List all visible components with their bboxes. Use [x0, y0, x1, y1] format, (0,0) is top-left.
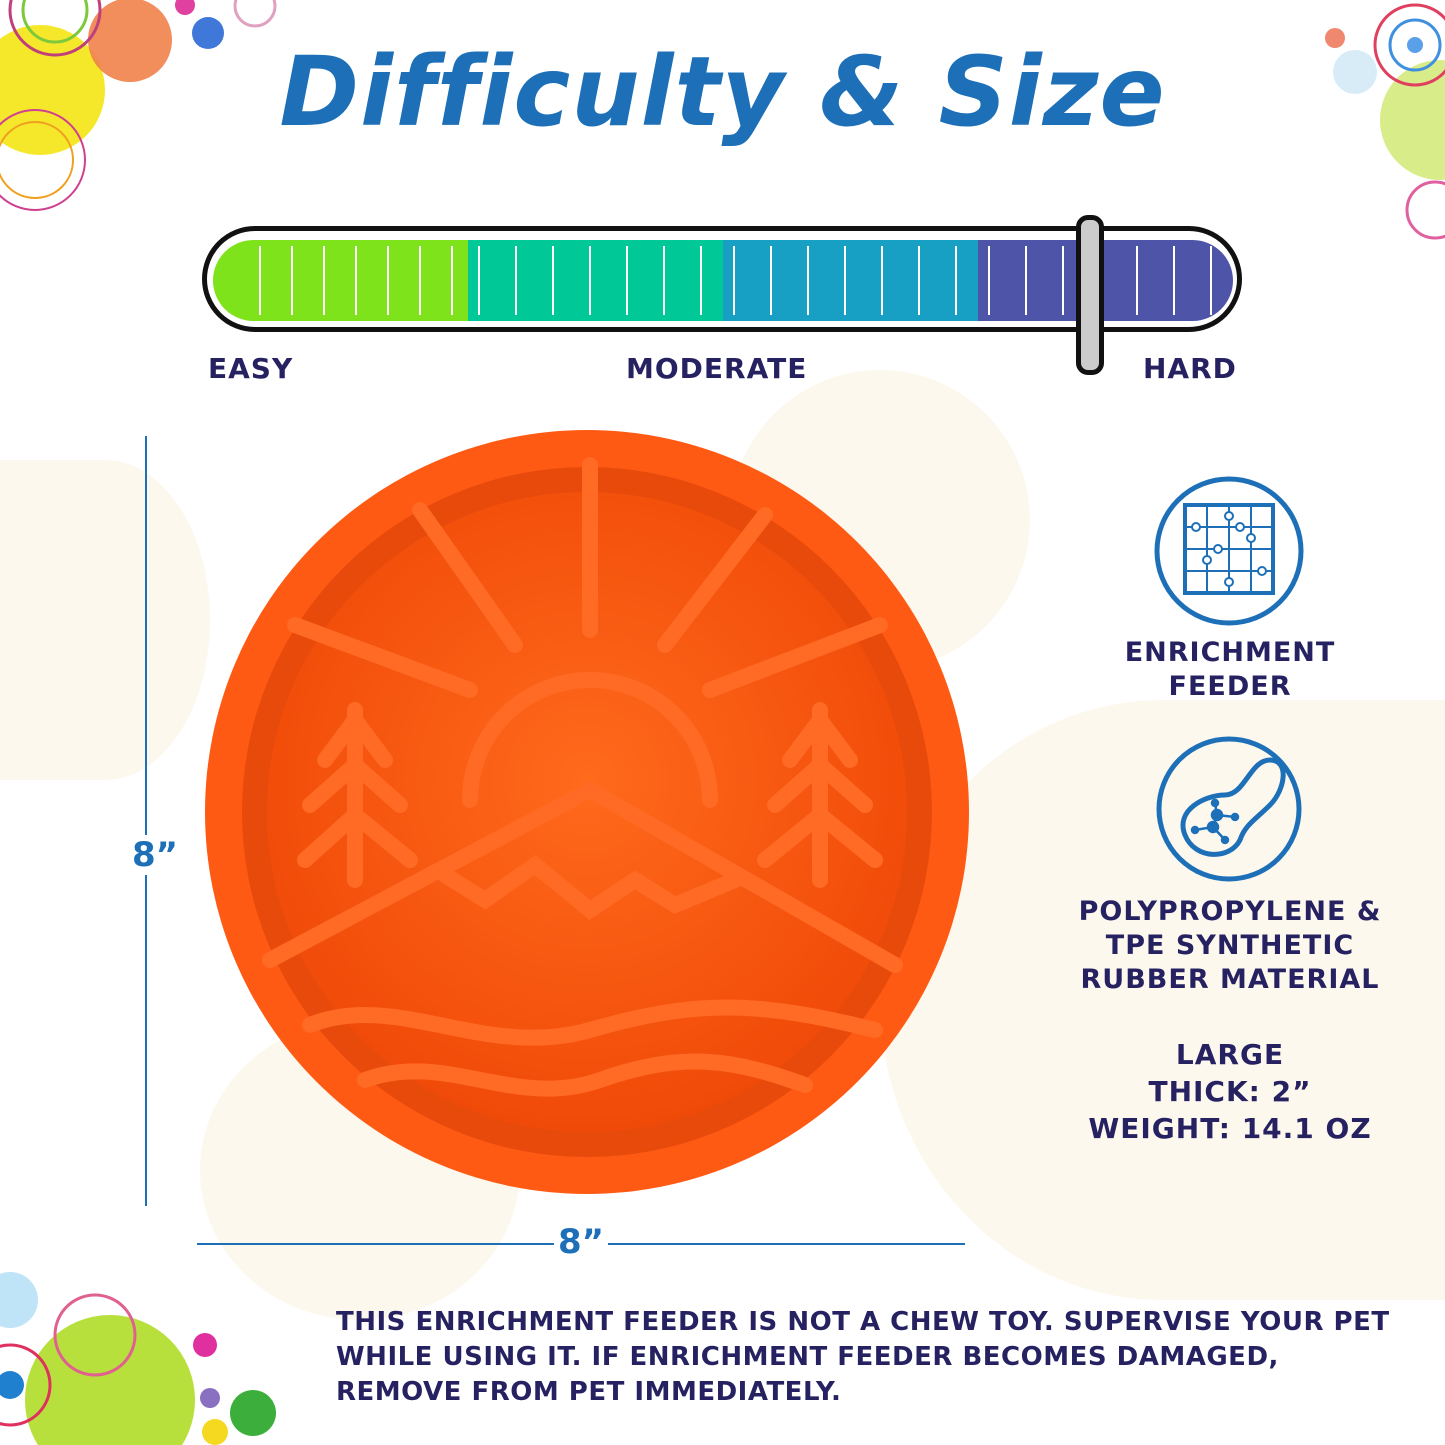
difficulty-tick [478, 246, 480, 315]
difficulty-tick [355, 246, 357, 315]
spec-size: LARGE [1175, 1038, 1285, 1071]
feature-text-line: RUBBER MATERIAL [1080, 964, 1380, 995]
difficulty-tick [323, 246, 325, 315]
page-title: Difficulty & Size [279, 36, 1166, 148]
difficulty-tick [881, 246, 883, 315]
difficulty-tick [807, 246, 809, 315]
difficulty-segment [978, 240, 1233, 321]
difficulty-tick [663, 246, 665, 315]
difficulty-bar [213, 240, 1233, 321]
feature-enrichment-feeder: ENRICHMENT FEEDER [1060, 636, 1400, 704]
difficulty-tick [1210, 246, 1212, 315]
height-dimension-line [145, 436, 147, 1206]
difficulty-label-easy: EASY [208, 352, 294, 385]
difficulty-tick [451, 246, 453, 315]
difficulty-tick [1025, 246, 1027, 315]
width-dimension-label: 8” [554, 1222, 609, 1262]
difficulty-tick [1062, 246, 1064, 315]
difficulty-segment [213, 240, 468, 321]
size-specs: LARGE THICK: 2” WEIGHT: 14.1 OZ [1060, 1036, 1400, 1147]
difficulty-tick [988, 246, 990, 315]
difficulty-tick [700, 246, 702, 315]
difficulty-label-moderate: MODERATE [626, 352, 808, 385]
difficulty-tick [291, 246, 293, 315]
spec-weight: WEIGHT: 14.1 OZ [1088, 1112, 1372, 1145]
difficulty-tick [1173, 246, 1175, 315]
difficulty-tick [1136, 246, 1138, 315]
difficulty-tick [387, 246, 389, 315]
difficulty-tick [626, 246, 628, 315]
feature-text-line: FEEDER [1168, 671, 1292, 702]
difficulty-tick [733, 246, 735, 315]
feature-text-line: TPE SYNTHETIC [1105, 930, 1355, 961]
difficulty-segment [723, 240, 978, 321]
difficulty-slider-handle [1076, 215, 1105, 375]
bg-blob [880, 700, 1445, 1300]
puzzle-icon [1154, 476, 1304, 626]
feature-material: POLYPROPYLENE & TPE SYNTHETIC RUBBER MAT… [1060, 895, 1400, 997]
enrichment-feeder-product-image [205, 430, 969, 1194]
difficulty-tick [589, 246, 591, 315]
difficulty-segment [468, 240, 723, 321]
decorative-circles-top-right [1325, 3, 1445, 240]
decorative-circles-bottom-left [0, 1272, 276, 1445]
difficulty-tick [844, 246, 846, 315]
safety-warning: THIS ENRICHMENT FEEDER IS NOT A CHEW TOY… [336, 1307, 1390, 1407]
bg-blob [0, 460, 210, 780]
material-molecule-icon [1156, 736, 1302, 882]
difficulty-tick [918, 246, 920, 315]
difficulty-tick [955, 246, 957, 315]
difficulty-tick [770, 246, 772, 315]
difficulty-tick [552, 246, 554, 315]
difficulty-tick [515, 246, 517, 315]
feature-text-line: POLYPROPYLENE & [1078, 896, 1382, 927]
difficulty-tick [259, 246, 261, 315]
feature-text-line: ENRICHMENT [1124, 637, 1336, 668]
spec-thickness: THICK: 2” [1148, 1075, 1312, 1108]
difficulty-tick [419, 246, 421, 315]
decorative-circles-top-left [0, 0, 277, 211]
height-dimension-label: 8” [128, 835, 183, 875]
difficulty-label-hard: HARD [1143, 352, 1237, 385]
